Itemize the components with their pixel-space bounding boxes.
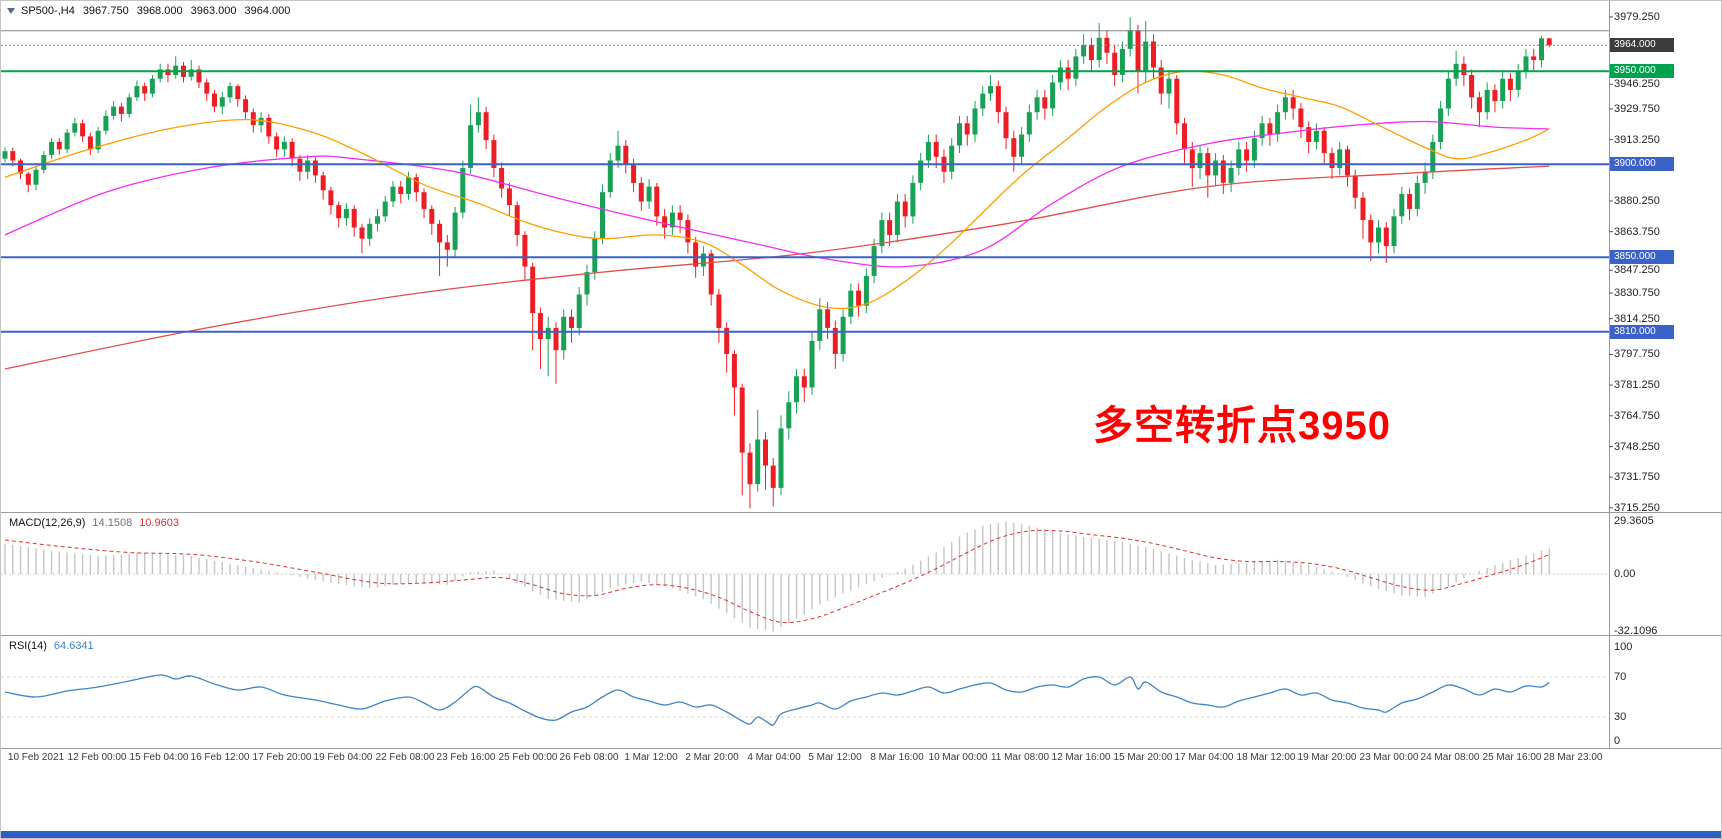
ma-fast-orange	[4, 70, 1550, 310]
macd-histogram	[4, 521, 1550, 632]
ma-mid-magenta	[4, 120, 1550, 268]
rsi-line	[4, 674, 1550, 726]
main-price-pane[interactable]	[1, 17, 1609, 509]
symbol-info-bar: SP500-,H4 3967.750 3968.000 3963.000 3964.00…	[7, 5, 290, 17]
macd-indicator-label: MACD(12,26,9) 14.1508 10.9603	[9, 517, 179, 529]
ohlc-close: 3964.000	[244, 5, 291, 17]
ma-slow-red	[4, 165, 1550, 370]
rsi-name: RSI(14)	[9, 640, 47, 652]
pane-separators	[1, 1, 1721, 749]
rsi-pane[interactable]	[1, 674, 1609, 726]
chart-annotation-text[interactable]: 多空转折点3950	[1093, 404, 1391, 448]
rsi-value: 64.6341	[53, 640, 94, 652]
macd-value-signal: 10.9603	[139, 517, 179, 529]
macd-signal-line	[4, 529, 1550, 624]
ohlc-open: 3967.750	[82, 5, 129, 17]
rsi-indicator-label: RSI(14) 64.6341	[9, 640, 94, 652]
bottom-bar	[1, 831, 1721, 838]
triangle-down-icon[interactable]	[7, 8, 15, 15]
symbol-name: SP500-,H4	[21, 5, 75, 17]
ohlc-high: 3968.000	[136, 5, 183, 17]
macd-value-main: 14.1508	[92, 517, 133, 529]
macd-name: MACD(12,26,9)	[9, 517, 86, 529]
macd-pane[interactable]	[1, 521, 1609, 632]
ohlc-low: 3963.000	[190, 5, 237, 17]
